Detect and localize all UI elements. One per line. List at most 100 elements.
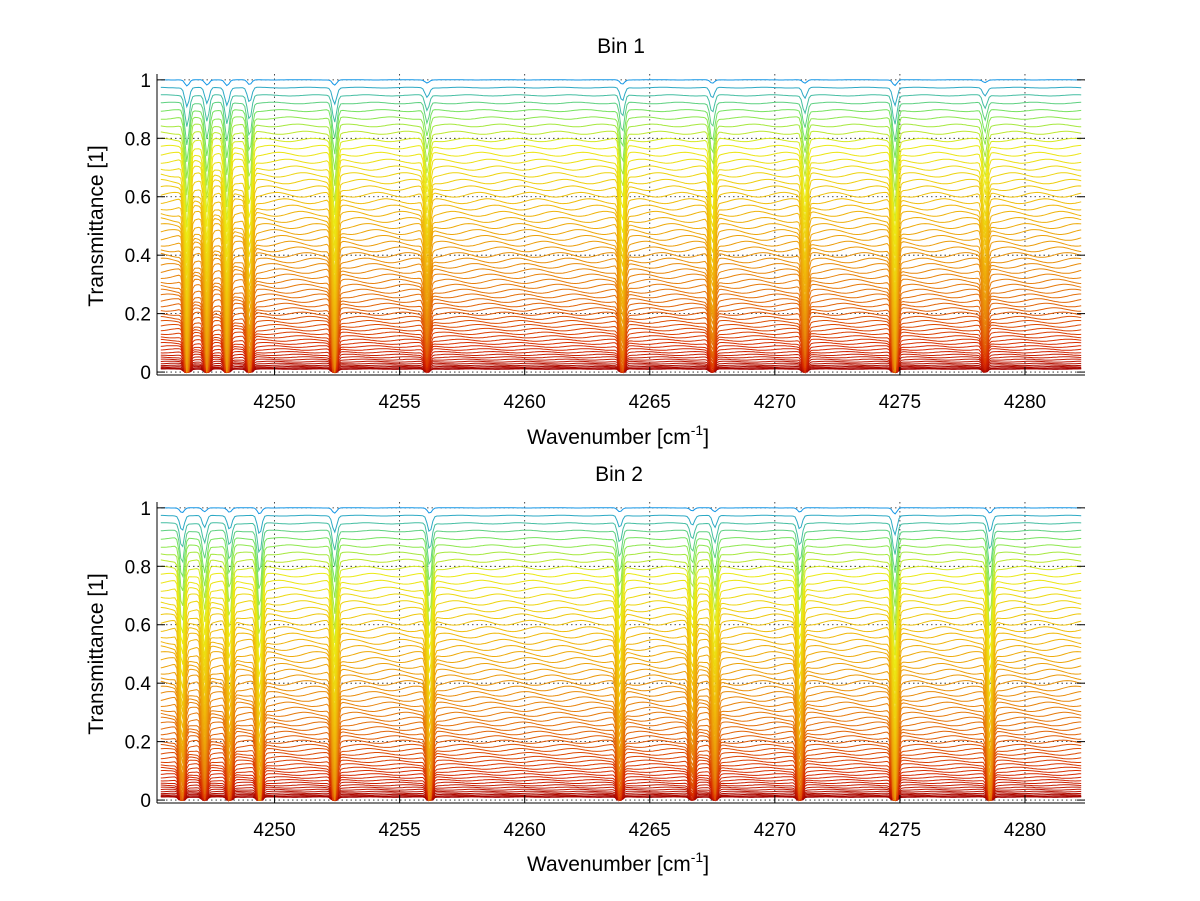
spectrum-series — [160, 657, 1082, 788]
spectrum-series — [160, 273, 1082, 373]
y-tick-label: 1 — [140, 499, 151, 520]
spectrum-series — [160, 185, 1082, 310]
spectrum-series — [160, 701, 1082, 801]
spectrum-series — [160, 210, 1082, 341]
spectrum-series — [160, 529, 1082, 573]
y-tick-label: 0.6 — [125, 188, 151, 209]
y-axis-label: Transmittance [1] — [85, 573, 108, 734]
x-axis-label: Wavenumber [cm-1] — [527, 422, 709, 449]
spectrum-series — [160, 109, 1082, 162]
spectrum-series — [160, 551, 1082, 624]
spectrum-series — [160, 730, 1082, 802]
panel-bin-1: Bin 1 4250 4255 4260 4265 4270 4275 4280 0 0.2 0.… — [85, 35, 1085, 449]
spectrum-series — [160, 522, 1082, 555]
x-tick-label: 4270 — [754, 820, 796, 841]
x-tick-label: 4255 — [378, 820, 420, 841]
spectrum-series — [160, 94, 1082, 127]
spectrum-series — [160, 626, 1082, 752]
spectrum-series — [160, 86, 1082, 109]
y-axis-label: Transmittance [1] — [85, 145, 108, 306]
spectrum-series — [160, 278, 1082, 373]
x-tick-label: 4270 — [754, 392, 796, 413]
spectrum-series — [160, 638, 1082, 770]
spectrum-series — [160, 123, 1082, 196]
y-tick-label: 0.4 — [125, 674, 152, 695]
spectrum-series — [160, 668, 1082, 796]
spectrum-series — [160, 644, 1082, 779]
x-axis-label-text: Wavenumber [cm — [527, 426, 691, 449]
spectrum-series — [160, 755, 1082, 802]
spectrum-series — [160, 327, 1082, 374]
spectrum-series — [160, 696, 1082, 801]
x-tick-label: 4275 — [879, 392, 921, 413]
x-tick-label: 4265 — [629, 392, 671, 413]
spectrum-series — [160, 158, 1082, 264]
spectrum-series — [160, 144, 1082, 241]
plot-area: 4250 4255 4260 4265 4270 4275 4280 0 0.2 0.4 0.6 0.… — [125, 499, 1085, 841]
spectrum-series — [160, 198, 1082, 324]
spectrum-series — [160, 191, 1082, 317]
spectrum-series — [160, 759, 1082, 802]
x-tick-label: 4250 — [253, 820, 295, 841]
spectrum-series — [160, 735, 1082, 801]
series-group — [160, 507, 1082, 803]
spectrum-series — [160, 691, 1082, 801]
spectrum-series — [160, 137, 1082, 228]
spectrum-series — [160, 606, 1082, 729]
x-tick-label: 4280 — [1004, 392, 1046, 413]
spectrum-series — [160, 240, 1082, 368]
x-tick-label: 4280 — [1004, 820, 1046, 841]
spectrum-series — [160, 331, 1082, 373]
plot-area: 4250 4255 4260 4265 4270 4275 4280 0 0.2 0.4 0.6 0.… — [125, 71, 1085, 413]
spectrum-series — [160, 726, 1082, 802]
spectrum-series — [160, 600, 1082, 717]
y-tick-label: 0.2 — [125, 305, 151, 326]
spectrum-series — [160, 178, 1082, 301]
spectrum-series — [160, 216, 1082, 350]
spectrum-series — [160, 234, 1082, 364]
spectrum-series — [160, 204, 1082, 332]
spectrum-series — [160, 619, 1082, 745]
spectrum-series — [160, 663, 1082, 792]
spectrum-series — [160, 721, 1082, 802]
x-tick-label: 4275 — [879, 820, 921, 841]
spectrum-series — [160, 544, 1082, 607]
spectrum-series — [160, 268, 1082, 373]
y-tick-label: 1 — [140, 71, 151, 92]
spectrum-series — [160, 632, 1082, 760]
x-tick-label: 4255 — [378, 392, 420, 413]
x-tick-label: 4265 — [629, 820, 671, 841]
spectrum-series — [160, 229, 1082, 361]
y-tick-label: 0.8 — [125, 557, 151, 578]
x-axis-label-superscript: -1 — [691, 422, 704, 438]
spectrum-series — [160, 558, 1082, 641]
spectrum-series — [160, 593, 1082, 704]
spectrum-series — [160, 323, 1082, 374]
spectrum-series — [160, 165, 1082, 276]
spectrum-series — [160, 514, 1082, 537]
x-axis-label-text: Wavenumber [cm — [527, 853, 691, 876]
spectrum-series — [160, 579, 1082, 680]
spectrum-series — [160, 565, 1082, 656]
x-tick-label: 4260 — [504, 820, 546, 841]
y-tick-label: 0.8 — [125, 129, 151, 150]
spectrum-series — [160, 680, 1082, 801]
spectrum-series — [160, 307, 1082, 375]
y-tick-label: 0.4 — [125, 246, 152, 267]
y-tick-label: 0.6 — [125, 616, 151, 637]
x-tick-label: 4260 — [504, 392, 546, 413]
y-tick-label: 0 — [140, 791, 151, 812]
spectrum-series — [160, 613, 1082, 738]
spectrum-series — [160, 773, 1082, 802]
x-axis-label-suffix: ] — [703, 853, 709, 876]
spectrum-series — [160, 572, 1082, 669]
spectrum-series — [160, 507, 1082, 515]
spectrum-series — [160, 302, 1082, 374]
spectrum-series — [160, 706, 1082, 801]
spectrum-series — [160, 298, 1082, 374]
spectrum-series — [160, 776, 1082, 802]
spectrum-series — [160, 537, 1082, 590]
spectrum-series — [160, 151, 1082, 253]
spectrum-series — [160, 79, 1082, 87]
